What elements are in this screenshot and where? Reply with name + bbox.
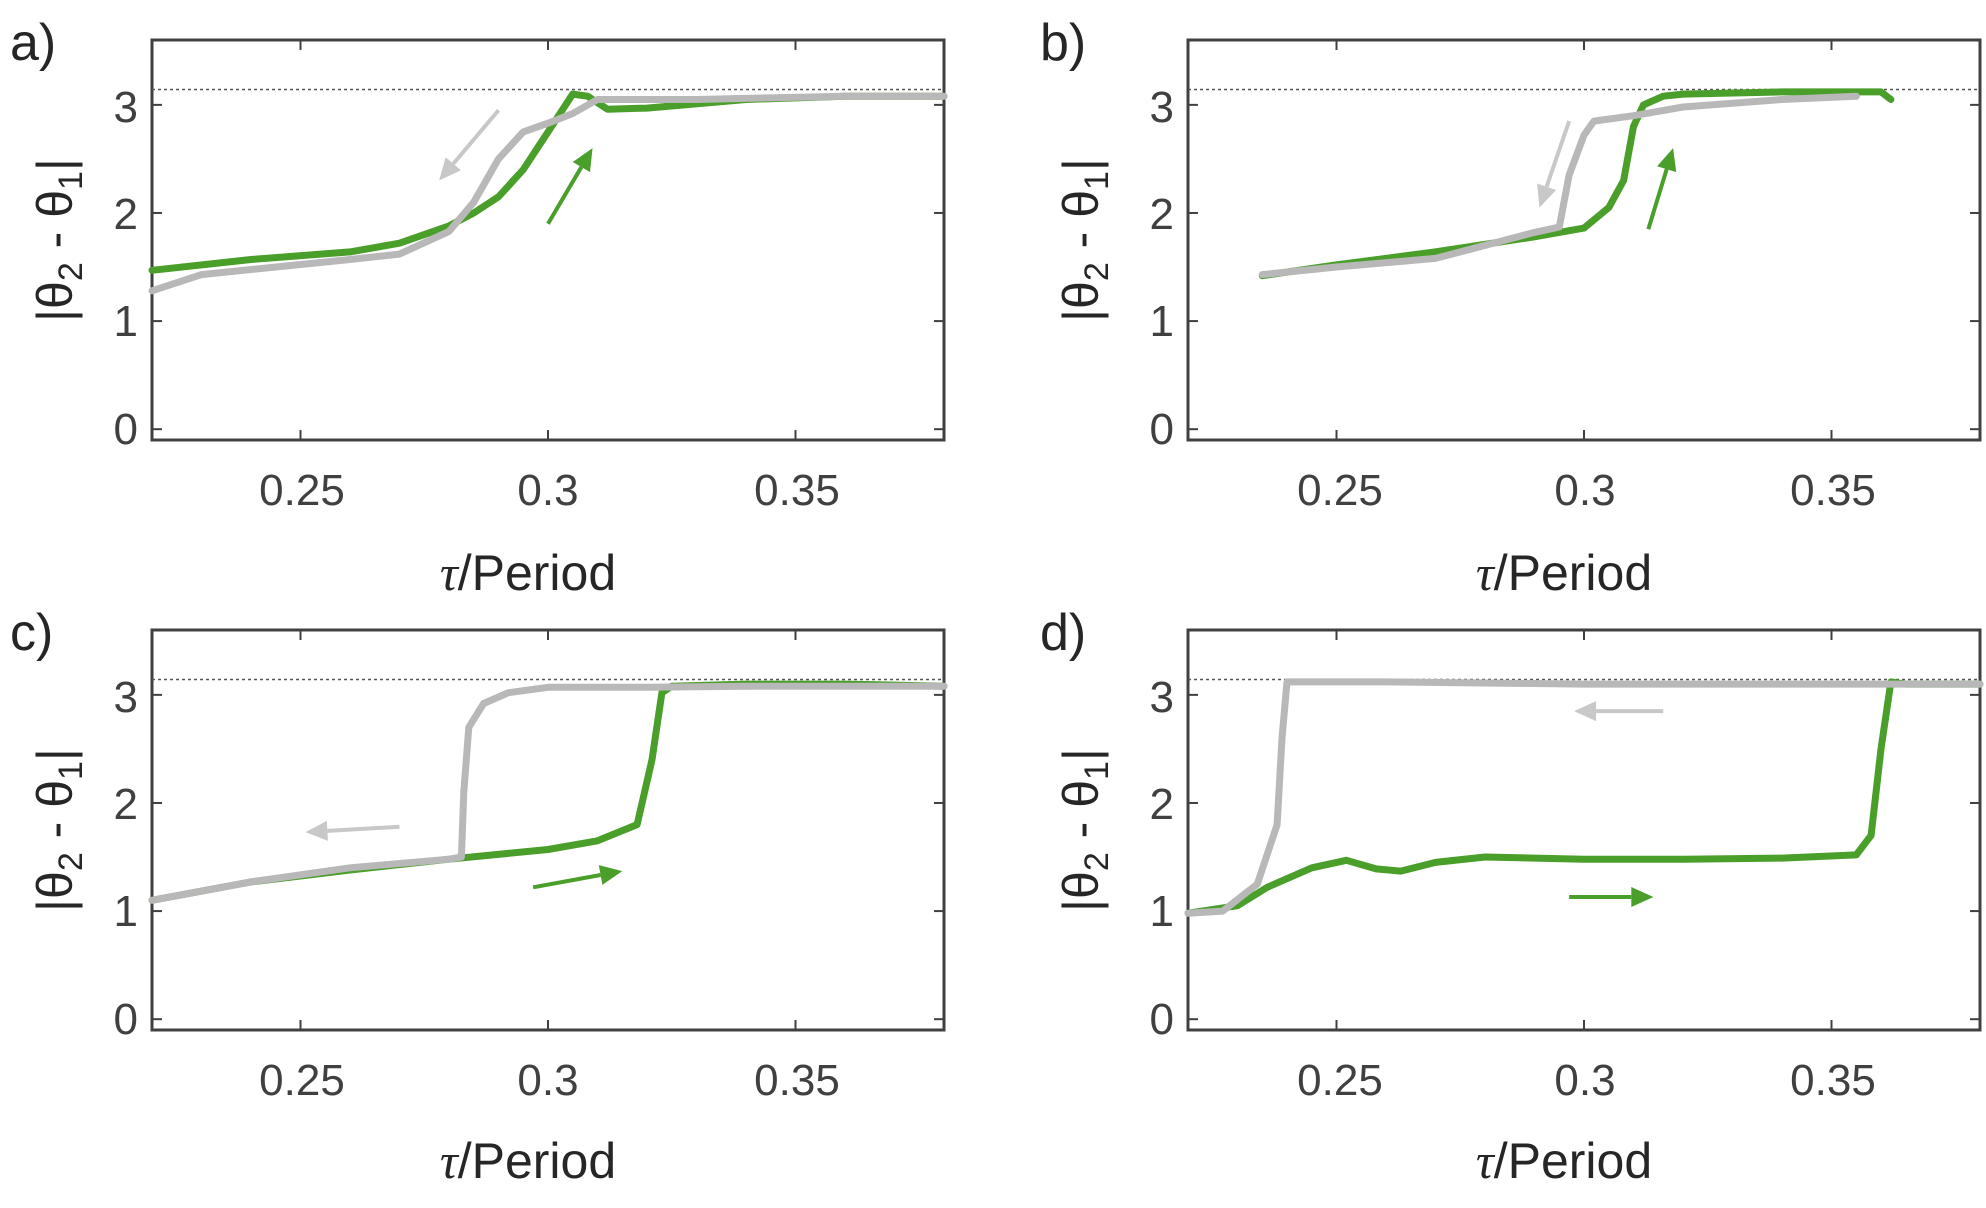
x-axis-label-d: τ/Period — [1476, 1133, 1652, 1189]
x-tick-label-a-1: 0.3 — [517, 466, 578, 515]
y-ticks-c — [152, 693, 944, 1021]
x-axis-label-c: τ/Period — [440, 1133, 616, 1189]
series-decreasing-c — [148, 682, 948, 904]
x-ticks-a — [299, 40, 797, 440]
arrow-shaft-b-1 — [1646, 168, 1669, 230]
panel-b: b) 0.25 0.3 0.35 0 1 2 3 τ/Period |θ2 - … — [1040, 14, 1982, 601]
y-tick-label-b-3: 3 — [1150, 83, 1174, 132]
y-ticks-a — [152, 103, 944, 431]
arrow-head-d-0 — [1574, 701, 1597, 722]
arrow-head-b-0 — [1537, 183, 1557, 208]
series-increasing-d — [1184, 678, 1984, 917]
y-tick-label-d-2: 2 — [1150, 780, 1174, 829]
series-group-d — [1184, 678, 1984, 917]
y-ticks-b — [1188, 103, 1980, 431]
y-tick-label-d-3: 3 — [1150, 673, 1174, 722]
y-tick-label-c-1: 1 — [114, 887, 138, 936]
plot-frame-b — [1186, 38, 1982, 442]
x-tick-label-b-1: 0.3 — [1554, 466, 1615, 515]
arrow-head-a-1 — [572, 148, 593, 173]
arrows-b — [1537, 120, 1677, 230]
y-tick-label-c-3: 3 — [114, 673, 138, 722]
x-tick-label-d-2: 0.35 — [1790, 1056, 1876, 1105]
y-tick-label-c-0: 0 — [114, 995, 138, 1044]
arrow-shaft-a-1 — [546, 166, 584, 225]
arrow-shaft-a-0 — [451, 108, 501, 166]
arrow-head-c-1 — [598, 865, 623, 885]
x-tick-label-c-1: 0.3 — [517, 1056, 578, 1105]
y-tick-label-a-0: 0 — [114, 405, 138, 454]
x-axis-label-a: τ/Period — [440, 545, 616, 601]
y-tick-label-a-2: 2 — [114, 190, 138, 239]
panel-label-c: c) — [10, 604, 53, 662]
x-ticks-c — [299, 630, 797, 1030]
x-tick-label-c-2: 0.35 — [754, 1056, 840, 1105]
series-decreasing-a — [148, 92, 948, 295]
arrows-a — [439, 108, 593, 225]
x-tick-label-c-0: 0.25 — [259, 1056, 345, 1105]
series-group-b — [1258, 88, 1895, 280]
plot-frame-d — [1186, 628, 1982, 1032]
y-tick-label-d-0: 0 — [1150, 995, 1174, 1044]
y-axis-label-c: |θ2 - θ1| — [27, 748, 90, 912]
y-tick-label-a-3: 3 — [114, 83, 138, 132]
x-tick-label-b-0: 0.25 — [1297, 466, 1383, 515]
x-tick-label-d-0: 0.25 — [1297, 1056, 1383, 1105]
panel-c: c) 0.25 0.3 0.35 0 1 2 3 τ/Period |θ2 - … — [10, 604, 948, 1189]
y-axis-label-a: |θ2 - θ1| — [27, 158, 90, 322]
y-tick-label-a-1: 1 — [114, 297, 138, 346]
panel-label-b: b) — [1040, 14, 1086, 72]
y-tick-label-c-2: 2 — [114, 780, 138, 829]
panel-label-d: d) — [1040, 604, 1086, 662]
series-increasing-c — [148, 680, 948, 904]
series-decreasing-b — [1258, 92, 1860, 279]
arrow-head-b-1 — [1657, 148, 1677, 173]
x-tick-label-a-0: 0.25 — [259, 466, 345, 515]
arrow-shaft-c-1 — [532, 873, 601, 890]
x-ticks-b — [1335, 40, 1833, 440]
panel-d: d) 0.25 0.3 0.35 0 1 2 3 τ/Period |θ2 - … — [1040, 604, 1984, 1189]
arrow-head-a-0 — [439, 157, 461, 181]
panel-a: a) 0.25 0.3 0.35 0 1 2 3 τ/Period |θ2 - … — [10, 14, 948, 601]
series-increasing-a — [148, 90, 948, 274]
y-tick-label-b-1: 1 — [1150, 297, 1174, 346]
arrow-shaft-c-0 — [327, 824, 400, 833]
x-tick-label-a-2: 0.35 — [754, 466, 840, 515]
arrows-d — [1569, 701, 1664, 908]
series-group-c — [148, 680, 948, 904]
panel-label-a: a) — [10, 14, 56, 72]
x-tick-label-b-2: 0.35 — [1790, 466, 1876, 515]
y-tick-label-d-1: 1 — [1150, 887, 1174, 936]
series-decreasing-d — [1184, 678, 1984, 917]
series-group-a — [148, 90, 948, 295]
series-increasing-b — [1258, 88, 1895, 280]
arrows-c — [305, 820, 623, 890]
x-tick-label-d-1: 0.3 — [1554, 1056, 1615, 1105]
x-ticks-d — [1335, 630, 1833, 1030]
y-axis-label-d: |θ2 - θ1| — [1053, 748, 1116, 912]
arrow-head-d-1 — [1631, 887, 1654, 908]
y-axis-label-b: |θ2 - θ1| — [1053, 158, 1116, 322]
y-tick-label-b-0: 0 — [1150, 405, 1174, 454]
arrow-head-c-0 — [305, 820, 328, 841]
y-tick-label-b-2: 2 — [1150, 190, 1174, 239]
x-axis-label-b: τ/Period — [1476, 545, 1652, 601]
arrow-shaft-b-0 — [1544, 120, 1572, 188]
